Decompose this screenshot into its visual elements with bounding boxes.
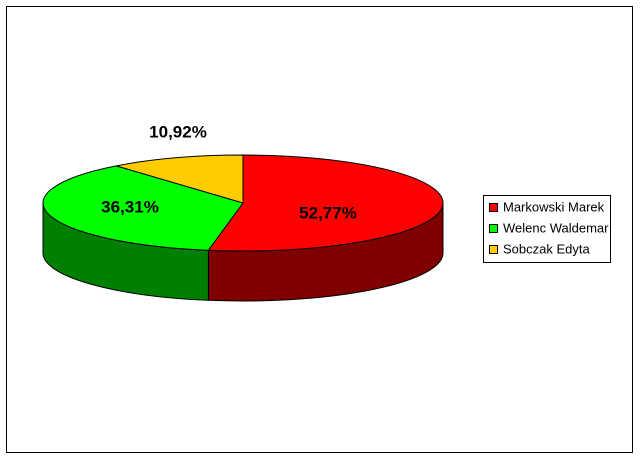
slice <box>42 165 244 251</box>
data-label: 36,31% <box>101 197 159 216</box>
legend-swatch <box>489 224 498 233</box>
slice <box>116 154 244 204</box>
slice <box>207 154 444 252</box>
data-label: 52,77% <box>299 203 357 222</box>
data-label: 10,92% <box>149 122 207 141</box>
legend-box <box>483 195 611 263</box>
legend-label: Sobczak Edyta <box>503 241 590 256</box>
legend-swatch <box>489 203 498 212</box>
legend-label: Welenc Waldemar <box>503 220 609 235</box>
legend-swatch <box>489 245 498 254</box>
legend-label: Markowski Marek <box>503 199 605 214</box>
